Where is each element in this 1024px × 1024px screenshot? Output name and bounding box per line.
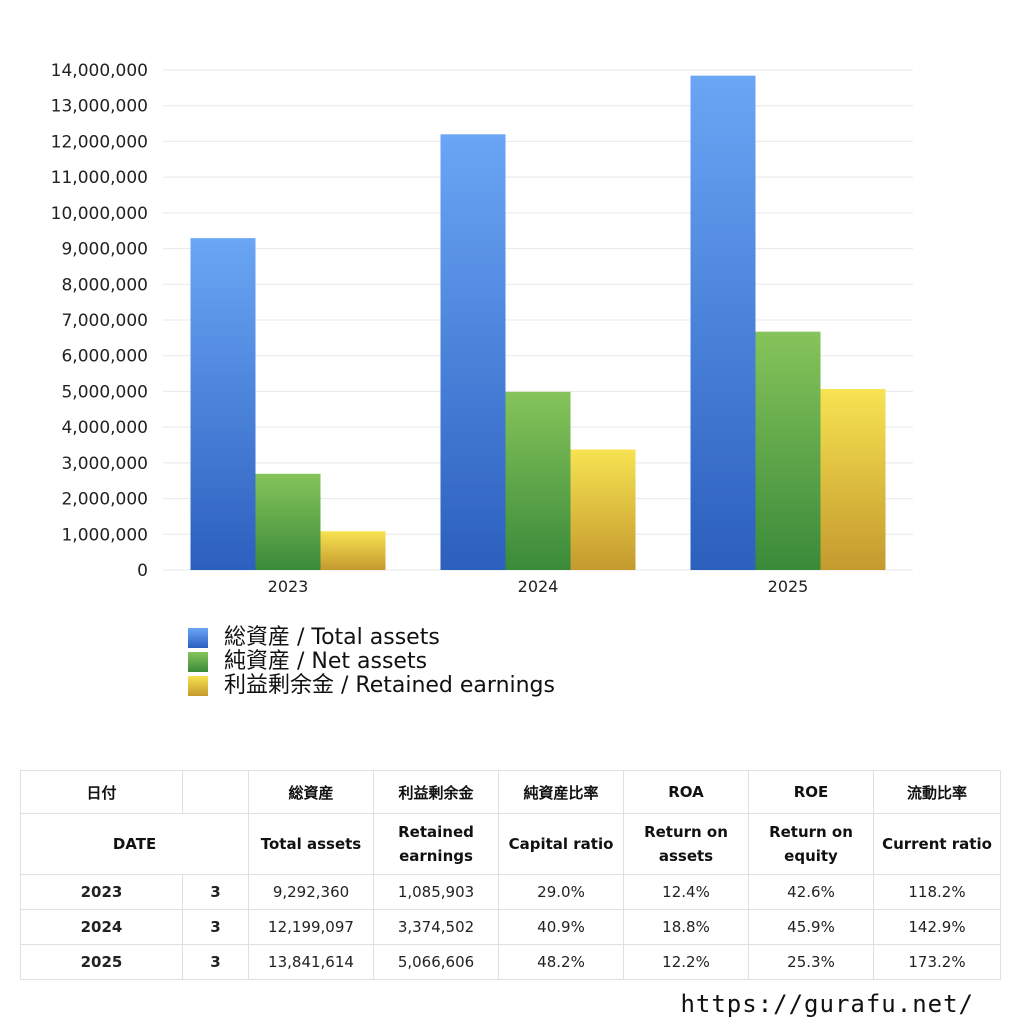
bar xyxy=(820,389,886,570)
legend: 総資産 / Total assets 純資産 / Net assets 利益剰余… xyxy=(188,626,555,698)
y-tick-label: 13,000,000 xyxy=(51,97,148,117)
bar xyxy=(755,331,821,570)
bar xyxy=(190,238,256,570)
header-total-assets-en: Total assets xyxy=(248,813,374,875)
y-tick-label: 11,000,000 xyxy=(51,168,148,188)
bar xyxy=(690,75,756,570)
financial-metrics-table: 日付 総資産 利益剰余金 純資産比率 ROA ROE 流動比率 DATE Tot… xyxy=(20,770,1001,980)
row-roe: 25.3% xyxy=(748,944,874,980)
header-current-ratio-jp: 流動比率 xyxy=(873,770,1001,814)
header-capital-ratio-jp: 純資産比率 xyxy=(498,770,624,814)
legend-label-total-assets: 総資産 / Total assets xyxy=(224,625,440,650)
row-current-ratio: 118.2% xyxy=(873,874,1001,910)
row-retained: 1,085,903 xyxy=(373,874,499,910)
row-month: 3 xyxy=(182,874,249,910)
row-year: 2024 xyxy=(20,909,183,945)
x-tick-label: 2025 xyxy=(768,577,809,596)
row-roe: 42.6% xyxy=(748,874,874,910)
legend-item-retained-earnings: 利益剰余金 / Retained earnings xyxy=(188,674,555,698)
y-tick-label: 6,000,000 xyxy=(61,347,148,367)
footer-url[interactable]: https://gurafu.net/ xyxy=(680,990,974,1018)
legend-item-total-assets: 総資産 / Total assets xyxy=(188,626,555,650)
row-total-assets: 9,292,360 xyxy=(248,874,374,910)
header-retained-jp: 利益剰余金 xyxy=(373,770,499,814)
row-retained: 5,066,606 xyxy=(373,944,499,980)
row-year: 2023 xyxy=(20,874,183,910)
bar xyxy=(505,391,571,570)
bar xyxy=(255,473,321,570)
y-tick-label: 3,000,000 xyxy=(61,454,148,474)
y-tick-label: 14,000,000 xyxy=(51,61,148,81)
header-capital-ratio-en: Capital ratio xyxy=(498,813,624,875)
x-tick-label: 2024 xyxy=(518,577,559,596)
row-roa: 12.4% xyxy=(623,874,749,910)
row-capital-ratio: 48.2% xyxy=(498,944,624,980)
y-tick-label: 9,000,000 xyxy=(61,240,148,260)
row-current-ratio: 173.2% xyxy=(873,944,1001,980)
header-roe-jp: ROE xyxy=(748,770,874,814)
row-total-assets: 12,199,097 xyxy=(248,909,374,945)
legend-item-net-assets: 純資産 / Net assets xyxy=(188,650,555,674)
bar xyxy=(320,531,386,570)
bars xyxy=(190,75,886,570)
row-month: 3 xyxy=(182,944,249,980)
y-tick-label: 1,000,000 xyxy=(61,525,148,545)
row-month: 3 xyxy=(182,909,249,945)
y-tick-label: 4,000,000 xyxy=(61,418,148,438)
y-axis-ticks: 0 1,000,000 2,000,000 3,000,000 4,000,000 5,0… xyxy=(51,61,148,581)
row-roa: 12.2% xyxy=(623,944,749,980)
header-current-ratio-en: Current ratio xyxy=(873,813,1001,875)
table-header-row-en: DATE Total assets Retained earnings Capi… xyxy=(20,813,1001,875)
row-capital-ratio: 29.0% xyxy=(498,874,624,910)
header-roe-en: Return on equity xyxy=(748,813,874,875)
row-total-assets: 13,841,614 xyxy=(248,944,374,980)
header-roa-jp: ROA xyxy=(623,770,749,814)
header-date-jp: 日付 xyxy=(20,770,183,814)
y-tick-label: 10,000,000 xyxy=(51,204,148,224)
table-row: 2023 3 9,292,360 1,085,903 29.0% 12.4% 4… xyxy=(20,874,1001,910)
legend-swatch-total-assets xyxy=(188,628,208,648)
y-tick-label: 12,000,000 xyxy=(51,132,148,152)
y-tick-label: 2,000,000 xyxy=(61,490,148,510)
header-retained-en: Retained earnings xyxy=(373,813,499,875)
table-row: 2024 3 12,199,097 3,374,502 40.9% 18.8% … xyxy=(20,909,1001,945)
legend-label-retained-earnings: 利益剰余金 / Retained earnings xyxy=(224,673,555,698)
bar xyxy=(440,134,506,570)
table-row: 2025 3 13,841,614 5,066,606 48.2% 12.2% … xyxy=(20,944,1001,980)
y-tick-label: 5,000,000 xyxy=(61,382,148,402)
table-header-row-jp: 日付 総資産 利益剰余金 純資産比率 ROA ROE 流動比率 xyxy=(20,770,1001,814)
bar-chart: 0 1,000,000 2,000,000 3,000,000 4,000,000 5,0… xyxy=(51,61,913,596)
legend-swatch-retained-earnings xyxy=(188,676,208,696)
row-retained: 3,374,502 xyxy=(373,909,499,945)
bar xyxy=(570,449,636,570)
header-month-jp xyxy=(182,770,249,814)
row-capital-ratio: 40.9% xyxy=(498,909,624,945)
y-tick-label: 0 xyxy=(137,561,148,581)
row-roa: 18.8% xyxy=(623,909,749,945)
row-year: 2025 xyxy=(20,944,183,980)
x-axis-ticks: 2023 2024 2025 xyxy=(268,577,809,596)
legend-label-net-assets: 純資産 / Net assets xyxy=(224,649,428,674)
row-roe: 45.9% xyxy=(748,909,874,945)
header-roa-en: Return on assets xyxy=(623,813,749,875)
y-tick-label: 7,000,000 xyxy=(61,311,148,331)
x-tick-label: 2023 xyxy=(268,577,309,596)
y-tick-label: 8,000,000 xyxy=(61,275,148,295)
header-total-assets-jp: 総資産 xyxy=(248,770,374,814)
row-current-ratio: 142.9% xyxy=(873,909,1001,945)
legend-swatch-net-assets xyxy=(188,652,208,672)
header-date-en: DATE xyxy=(20,813,249,875)
